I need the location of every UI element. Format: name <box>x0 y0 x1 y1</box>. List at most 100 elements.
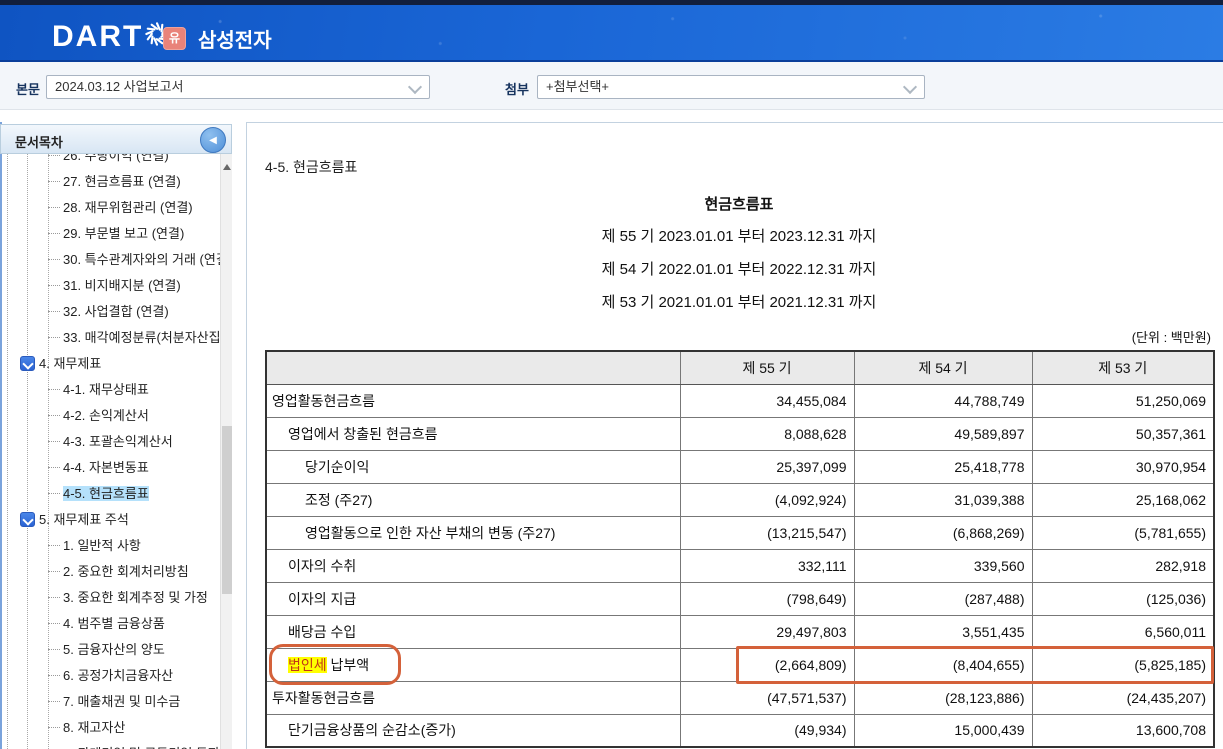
toc-item-label[interactable]: 26. 주당이익 (연결) <box>63 154 169 163</box>
dart-logo[interactable]: DART <box>52 22 173 52</box>
company-name: 삼성전자 <box>198 30 272 52</box>
toc-item-label[interactable]: 5. 금융자산의 양도 <box>63 642 165 657</box>
toc-item-label[interactable]: 1. 일반적 사항 <box>63 538 141 553</box>
table-row: 조정 (주27) (4,092,924) 31,039,388 25,168,062 <box>265 482 1215 517</box>
toc-item-label[interactable]: 7. 매출채권 및 미수금 <box>63 694 181 709</box>
toc-item[interactable]: 9. 관계기업 및 공동기업 투자 <box>0 741 220 749</box>
toc-item[interactable]: 7. 매출채권 및 미수금 <box>0 689 220 715</box>
tree-dash-connector <box>48 467 60 468</box>
toc-item[interactable]: 4-3. 포괄손익계산서 <box>0 429 220 455</box>
toc-item[interactable]: 30. 특수관계자와의 거래 (연결) <box>0 247 220 273</box>
scroll-up-arrow-icon[interactable] <box>221 157 232 171</box>
cell-value: (28,123,886) <box>853 680 1033 715</box>
chevron-down-icon[interactable] <box>409 80 421 92</box>
toc-item[interactable]: 4-5. 현금흐름표 <box>0 481 220 507</box>
cell-value: 332,111 <box>679 548 855 583</box>
toc-sidebar: 문서목차 ◀ 26. 주당이익 (연결) 27. 현금흐름표 (연결) 28. 재무… <box>0 122 232 749</box>
table-row: 배당금 수입 29,497,803 3,551,435 6,560,011 <box>265 614 1215 649</box>
toc-item[interactable]: 4. 재무제표 <box>0 351 220 377</box>
tree-dash-connector <box>48 337 60 338</box>
toc-item[interactable]: 28. 재무위험관리 (연결) <box>0 195 220 221</box>
toc-viewport: 26. 주당이익 (연결) 27. 현금흐름표 (연결) 28. 재무위험관리 (연… <box>0 154 232 749</box>
toc-item-label[interactable]: 31. 비지배지분 (연결) <box>63 278 181 293</box>
doc-select-dropdown[interactable]: 2024.03.12 사업보고서 <box>46 75 430 99</box>
toc-item[interactable]: 5. 재무제표 주석 <box>0 507 220 533</box>
toc-item[interactable]: 4-2. 손익계산서 <box>0 403 220 429</box>
cell-value: 25,168,062 <box>1031 482 1215 517</box>
toc-item[interactable]: 29. 부문별 보고 (연결) <box>0 221 220 247</box>
toc-item-label[interactable]: 32. 사업결합 (연결) <box>63 304 169 319</box>
attach-select-value: +첨부선택+ <box>546 79 610 94</box>
tree-dash-connector <box>48 727 60 728</box>
toc-item[interactable]: 2. 중요한 회계처리방침 <box>0 559 220 585</box>
toc-item-label[interactable]: 33. 매각예정분류(처분자산집단) <box>63 330 220 345</box>
toc-item[interactable]: 4-4. 자본변동표 <box>0 455 220 481</box>
cell-value: (4,092,924) <box>679 482 855 517</box>
tree-collapse-icon[interactable] <box>20 512 35 527</box>
toc-item[interactable]: 26. 주당이익 (연결) <box>0 154 220 169</box>
toc-item[interactable]: 33. 매각예정분류(처분자산집단) <box>0 325 220 351</box>
toc-item[interactable]: 3. 중요한 회계추정 및 가정 <box>0 585 220 611</box>
toc-item[interactable]: 27. 현금흐름표 (연결) <box>0 169 220 195</box>
row-label: 단기금융상품의 순감소(증가) <box>265 713 681 748</box>
tree-dash-connector <box>48 701 60 702</box>
toc-item-label[interactable]: 2. 중요한 회계처리방침 <box>63 564 189 579</box>
toc-item[interactable]: 4-1. 재무상태표 <box>0 377 220 403</box>
toc-item-label[interactable]: 9. 관계기업 및 공동기업 투자 <box>63 746 220 749</box>
toc-item-label[interactable]: 5. 재무제표 주석 <box>39 512 129 527</box>
table-row: 영업에서 창출된 현금흐름 8,088,628 49,589,897 50,357,3… <box>265 416 1215 451</box>
table-row: 이자의 수취 332,111 339,560 282,918 <box>265 548 1215 583</box>
toc-item-label[interactable]: 4-2. 손익계산서 <box>63 408 149 423</box>
cell-value: 339,560 <box>853 548 1033 583</box>
tree-collapse-icon[interactable] <box>20 356 35 371</box>
toc-item-label[interactable]: 4-4. 자본변동표 <box>63 460 149 475</box>
toc-item-label[interactable]: 8. 재고자산 <box>63 720 126 735</box>
table-row: 당기순이익 25,397,099 25,418,778 30,970,954 <box>265 449 1215 484</box>
toc-item[interactable]: 5. 금융자산의 양도 <box>0 637 220 663</box>
cell-value: 13,600,708 <box>1031 713 1215 748</box>
toc-item[interactable]: 1. 일반적 사항 <box>0 533 220 559</box>
chevron-down-icon[interactable] <box>904 80 916 92</box>
toc-scrollbar-thumb[interactable] <box>222 426 232 594</box>
toc-item-label[interactable]: 4. 재무제표 <box>39 356 102 371</box>
tree-dash-connector <box>48 571 60 572</box>
toc-item[interactable]: 8. 재고자산 <box>0 715 220 741</box>
tree-dash-connector <box>48 493 60 494</box>
toc-item-label[interactable]: 28. 재무위험관리 (연결) <box>63 200 193 215</box>
tree-dash-connector <box>48 155 60 156</box>
sidebar-collapse-button[interactable]: ◀ <box>200 127 226 153</box>
cell-value: (125,036) <box>1031 581 1215 616</box>
cell-value: 44,788,749 <box>853 383 1033 418</box>
cell-value: 50,357,361 <box>1031 416 1215 451</box>
attach-select-dropdown[interactable]: +첨부선택+ <box>537 75 925 99</box>
toc-item-label[interactable]: 27. 현금흐름표 (연결) <box>63 174 181 189</box>
row-label: 이자의 지급 <box>265 581 681 616</box>
toc-item-label[interactable]: 4-3. 포괄손익계산서 <box>63 434 173 449</box>
toc-item-label[interactable]: 3. 중요한 회계추정 및 가정 <box>63 590 208 605</box>
doc-select-value: 2024.03.12 사업보고서 <box>55 79 184 94</box>
toc-item-label[interactable]: 6. 공정가치금융자산 <box>63 668 174 683</box>
toc-item[interactable]: 6. 공정가치금융자산 <box>0 663 220 689</box>
period-line: 제 54 기 2022.01.01 부터 2022.12.31 까지 <box>601 261 877 278</box>
cell-value: 31,039,388 <box>853 482 1033 517</box>
search-highlight: 법인세 <box>288 656 327 673</box>
cell-value: 29,497,803 <box>679 614 855 649</box>
toc-item-label[interactable]: 4-1. 재무상태표 <box>63 382 149 397</box>
toc-item-label[interactable]: 4-5. 현금흐름표 <box>63 486 149 501</box>
cell-value: 25,397,099 <box>679 449 855 484</box>
app-header: DART 유 삼성전자 <box>0 0 1223 62</box>
toc-item-label[interactable]: 4. 범주별 금융상품 <box>63 616 165 631</box>
cell-value: 49,589,897 <box>853 416 1033 451</box>
toc-scrollbar[interactable] <box>220 154 232 749</box>
toc-item[interactable]: 32. 사업결합 (연결) <box>0 299 220 325</box>
tree-guide-line <box>48 154 49 749</box>
tree-dash-connector <box>48 233 60 234</box>
cell-value: (2,664,809) <box>679 647 855 682</box>
toc-item[interactable]: 31. 비지배지분 (연결) <box>0 273 220 299</box>
cell-value: (798,649) <box>679 581 855 616</box>
company-header: 유 삼성전자 <box>163 24 272 53</box>
toc-item[interactable]: 4. 범주별 금융상품 <box>0 611 220 637</box>
toc-item-label[interactable]: 30. 특수관계자와의 거래 (연결) <box>63 252 220 267</box>
toc-item-label[interactable]: 29. 부문별 보고 (연결) <box>63 226 185 241</box>
